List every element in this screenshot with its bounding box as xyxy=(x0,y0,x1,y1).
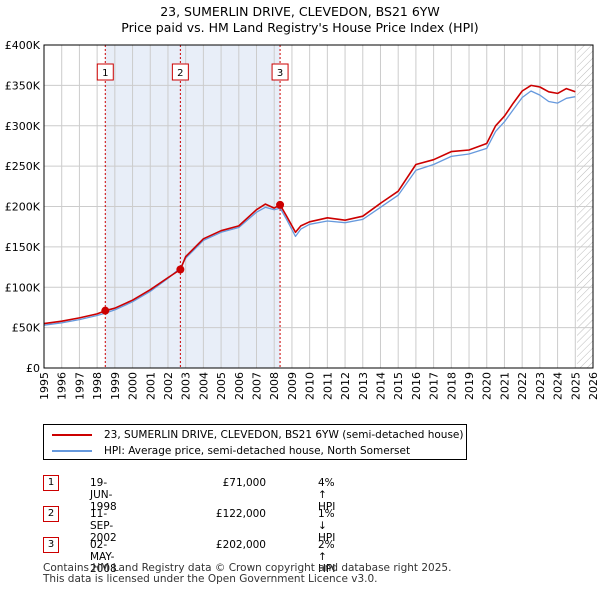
chart-title: 23, SUMERLIN DRIVE, CLEVEDON, BS21 6YW xyxy=(160,4,440,19)
legend-swatch-hpi xyxy=(52,450,92,452)
sale-date: 19-JUN-1998 xyxy=(90,477,117,513)
x-tick-label: 2012 xyxy=(339,372,352,400)
x-tick-label: 2009 xyxy=(286,372,299,400)
x-tick-label: 2000 xyxy=(127,372,140,400)
y-tick-label: £400K xyxy=(5,39,41,52)
sale-hpi-change: 4% ↑ HPI xyxy=(318,477,336,513)
sale-label-box xyxy=(171,63,189,81)
x-tick-label: 2019 xyxy=(463,372,476,400)
x-tick-label: 2014 xyxy=(374,372,387,400)
legend-label-hpi: HPI: Average price, semi-detached house,… xyxy=(104,445,411,457)
sale-label-text: 3 xyxy=(277,68,283,79)
x-tick-label: 2015 xyxy=(392,372,405,400)
sale-number-badge: 1 xyxy=(43,475,59,491)
legend-swatch-property xyxy=(52,434,92,436)
x-tick-label: 2011 xyxy=(321,372,334,400)
legend: 23, SUMERLIN DRIVE, CLEVEDON, BS21 6YW (… xyxy=(43,424,467,460)
sale-date: 11-SEP-2002 xyxy=(90,508,117,544)
sale-number-badge: 2 xyxy=(43,506,59,522)
x-tick-label: 2017 xyxy=(428,372,441,400)
plot-frame xyxy=(43,44,594,369)
sale-date: 02-MAY-2008 xyxy=(90,539,117,575)
x-tick-label: 2022 xyxy=(516,372,529,400)
x-tick-label: 2020 xyxy=(481,372,494,400)
x-tick-label: 2007 xyxy=(251,372,264,400)
y-tick-label: £150K xyxy=(5,241,41,254)
x-tick-label: 1999 xyxy=(109,372,122,400)
x-tick-label: 2003 xyxy=(180,372,193,400)
x-tick-label: 2002 xyxy=(162,372,175,400)
sale-number-badge: 3 xyxy=(43,537,59,553)
legend-item-property: 23, SUMERLIN DRIVE, CLEVEDON, BS21 6YW (… xyxy=(52,427,463,443)
x-tick-label: 2023 xyxy=(534,372,547,400)
y-tick-label: £350K xyxy=(5,79,41,92)
y-tick-label: £100K xyxy=(5,281,41,294)
y-tick-label: £200K xyxy=(5,201,41,214)
footer-copyright: Contains HM Land Registry data © Crown c… xyxy=(43,562,452,574)
x-tick-label: 1995 xyxy=(38,372,51,400)
sale-point xyxy=(176,265,185,274)
x-tick-label: 2018 xyxy=(445,372,458,400)
sale-label-box xyxy=(271,63,289,81)
sale-label-text: 2 xyxy=(177,68,183,79)
x-tick-label: 2008 xyxy=(268,372,281,400)
x-tick-label: 2025 xyxy=(569,372,582,400)
y-tick-label: £0 xyxy=(26,362,40,375)
price-chart: £0 £50K £100K £150K £200K £250K £300K £350K £400… xyxy=(5,39,600,400)
x-tick-label: 2013 xyxy=(357,372,370,400)
legend-item-hpi: HPI: Average price, semi-detached house,… xyxy=(52,443,410,459)
x-tick-label: 1997 xyxy=(73,372,86,400)
x-tick-label: 2005 xyxy=(215,372,228,400)
x-tick-label: 2004 xyxy=(197,372,210,400)
sale-point xyxy=(276,200,285,209)
footer-licence: This data is licensed under the Open Gov… xyxy=(43,573,378,585)
sale-price: £122,000 xyxy=(215,508,266,520)
sale-hpi-change: 1% ↓ HPI xyxy=(318,508,336,544)
x-tick-label: 1998 xyxy=(91,372,104,400)
y-tick-label: £250K xyxy=(5,160,41,173)
x-tick-label: 2001 xyxy=(144,372,157,400)
x-tick-label: 2026 xyxy=(587,372,600,400)
sale-point xyxy=(101,306,110,315)
sale-label-text: 1 xyxy=(102,68,108,79)
x-tick-label: 2021 xyxy=(498,372,511,400)
legend-label-property: 23, SUMERLIN DRIVE, CLEVEDON, BS21 6YW (… xyxy=(104,429,464,441)
y-tick-label: £300K xyxy=(5,120,41,133)
x-tick-label: 2024 xyxy=(552,372,565,400)
x-tick-label: 2006 xyxy=(233,372,246,400)
sale-label-box xyxy=(96,63,114,81)
sale-price: £202,000 xyxy=(215,539,266,551)
x-tick-label: 2010 xyxy=(304,372,317,400)
x-tick-label: 1996 xyxy=(56,372,69,400)
series-line-hpi xyxy=(43,90,576,326)
series-line-property xyxy=(43,84,576,325)
x-tick-label: 2016 xyxy=(410,372,423,400)
y-tick-label: £50K xyxy=(12,322,41,335)
sale-hpi-change: 2% ↑ HPI xyxy=(318,539,336,575)
sale-price: £71,000 xyxy=(222,477,266,489)
chart-subtitle: Price paid vs. HM Land Registry's House … xyxy=(121,20,479,35)
